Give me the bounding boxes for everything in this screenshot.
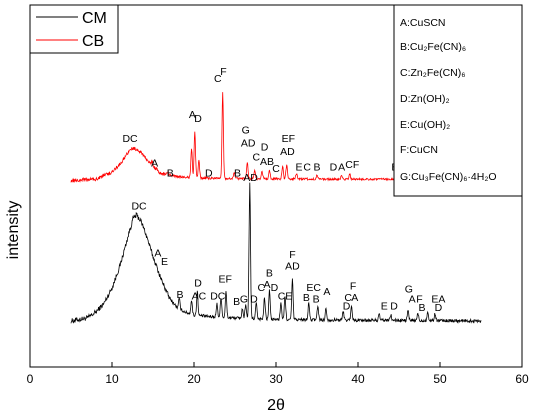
phase-legend-entry: D:Zn(OH)₂ (400, 93, 450, 105)
cb-peak-label: B (234, 167, 241, 179)
cm-peak-label: E (161, 256, 168, 268)
cm-peak-label: A (323, 286, 330, 298)
cm-peak-label: B (313, 293, 320, 305)
cb-peak-label: AB (260, 156, 274, 168)
cm-peak-label: E (381, 300, 388, 312)
cb-peak-label: C (272, 163, 280, 175)
cm-peak-label: D (435, 302, 443, 314)
cm-peak-label: F (289, 249, 295, 261)
cb-peak-label: E (295, 162, 302, 174)
cb-peak-label: AD (280, 146, 295, 158)
cm-peak-label: DC (210, 290, 226, 302)
series-legend: CM CB (29, 4, 119, 54)
phase-legend-entry: F:CuCN (400, 144, 438, 156)
cm-peak-label: B (303, 292, 310, 304)
cb-peak-label: A (151, 157, 158, 169)
cm-peak-label: D (194, 278, 202, 290)
cm-peak-label: C (257, 282, 265, 294)
phase-legend-frame (393, 4, 523, 197)
cb-peak-label: DC (122, 133, 138, 145)
cm-peak-label: CE (278, 290, 293, 302)
cb-peak-label: B (167, 167, 174, 179)
cm-peak-label: G (240, 293, 248, 305)
cm-peak-label: B (177, 289, 184, 301)
cb-peak-label: CF (345, 159, 359, 171)
legend-label-cb: CB (82, 33, 104, 50)
cb-peak-label: B (313, 162, 320, 174)
cb-peak-label: C (253, 152, 261, 164)
cm-peak-label: D (250, 293, 258, 305)
phase-legend-entry: B:Cu₂Fe(CN)₆ (400, 41, 466, 53)
y-axis-label: intensity (5, 201, 22, 260)
x-axis-label: 2θ (267, 397, 285, 414)
x-tick-label: 0 (27, 372, 34, 386)
series-legend-frame (29, 4, 119, 54)
phase-legend-entry: A:CuSCN (400, 17, 446, 29)
cm-peak-label: A (154, 248, 161, 260)
cm-peak-label: A (409, 293, 416, 305)
cm-peak-label: EC (306, 282, 321, 294)
cm-peak-label: AC (192, 290, 207, 302)
cb-peak-label: C (303, 162, 311, 174)
cm-peak-label: EF (218, 273, 231, 285)
cm-peak-label: D (390, 300, 398, 312)
cm-peak-label: A (351, 292, 358, 304)
cm-peak-label: C (344, 292, 352, 304)
cm-peak-label: G (405, 283, 413, 295)
cb-peak-label: AD (241, 137, 256, 149)
cb-peak-label: A (338, 162, 345, 174)
cb-peak-label: EF (282, 133, 295, 145)
cm-peak-label: D (271, 282, 279, 294)
cb-peak-label: D (261, 142, 269, 154)
x-tick-label: 30 (269, 372, 283, 386)
x-tick-label: 20 (187, 372, 201, 386)
cm-peak-label: DC (131, 200, 147, 212)
cb-peak-label: D (194, 113, 202, 125)
cb-peak-label: F (220, 66, 226, 78)
cm-peak-label: AD (243, 172, 258, 184)
cm-peak-label: F (350, 280, 356, 292)
cm-peak-label: D (343, 300, 351, 312)
phase-legend-entry: E:Cu(OH)₂ (400, 119, 450, 131)
cb-peak-label: C (214, 73, 222, 85)
x-axis-ticks: 0 10 20 30 40 50 60 (27, 362, 529, 386)
cm-peak-label: EA (431, 293, 445, 305)
x-tick-label: 50 (433, 372, 447, 386)
phase-legend: A:CuSCN B:Cu₂Fe(CN)₆ C:Zn₂Fe(CN)₆ D:Zn(O… (393, 4, 523, 197)
x-tick-label: 60 (515, 372, 529, 386)
phase-legend-entry: G:Cu₃Fe(CN)₆·4H₂O (400, 171, 497, 183)
cm-peak-label: F (416, 293, 422, 305)
cb-peak-label: D (330, 162, 338, 174)
cm-peak-label: B (418, 302, 425, 314)
series-line-cm (70, 182, 482, 324)
cb-peak-label: A (189, 109, 196, 121)
x-tick-label: 10 (105, 372, 119, 386)
x-tick-label: 40 (351, 372, 365, 386)
cm-peak-label: AD (285, 260, 300, 272)
cm-peak-label: B (266, 268, 273, 280)
legend-label-cm: CM (82, 10, 107, 27)
cb-peak-label: G (242, 125, 250, 137)
peak-labels: DCABADDCFBGADCDABCEFADECBDACFEGFABAEADCA… (122, 66, 448, 314)
cm-peak-label: A (263, 279, 270, 291)
phase-legend-entry: C:Zn₂Fe(CN)₆ (400, 67, 465, 79)
cb-peak-label: D (205, 167, 213, 179)
cm-peak-label: B (233, 296, 240, 308)
